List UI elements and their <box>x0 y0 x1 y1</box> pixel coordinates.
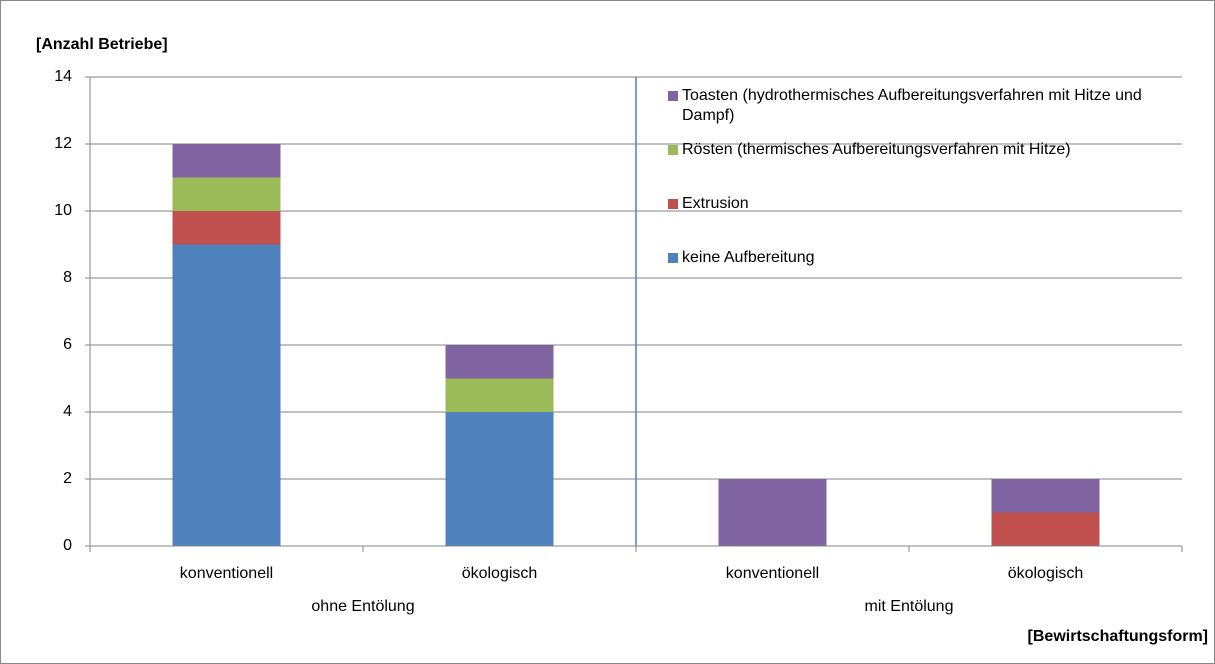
legend-swatch <box>668 145 678 155</box>
legend-label: Rösten (thermisches Aufbereitungsverfahr… <box>682 141 1071 158</box>
legend-swatch <box>668 253 678 263</box>
group-label: ohne Entölung <box>311 598 414 615</box>
x-axis-label: [Bewirtschaftungsform] <box>1028 628 1208 645</box>
bar-segment <box>172 177 281 211</box>
x-tick-label: konventionell <box>180 565 273 582</box>
bar-segment <box>991 479 1100 513</box>
bar-segment <box>445 412 554 546</box>
bar-segment <box>172 211 281 245</box>
bar-segment <box>172 144 281 178</box>
bar-segment <box>718 479 827 546</box>
bar-segment <box>172 244 281 546</box>
y-tick-label: 4 <box>63 403 72 420</box>
y-tick-label: 6 <box>63 336 72 353</box>
x-tick-label: konventionell <box>726 565 819 582</box>
y-tick-label: 12 <box>54 135 72 152</box>
legend-item: Extrusion <box>668 194 1188 234</box>
legend-label: Toasten (hydrothermisches Aufbereitungsv… <box>682 87 1142 124</box>
legend-swatch <box>668 199 678 209</box>
bar-segment <box>991 512 1100 546</box>
legend: Toasten (hydrothermisches Aufbereitungsv… <box>668 86 1188 302</box>
y-tick-label: 14 <box>54 68 72 85</box>
y-axis-label: [Anzahl Betriebe] <box>36 36 168 53</box>
legend-item: Rösten (thermisches Aufbereitungsverfahr… <box>668 140 1188 180</box>
legend-label: keine Aufbereitung <box>682 249 815 266</box>
group-label: mit Entölung <box>865 598 954 615</box>
x-tick-label: ökologisch <box>462 565 538 582</box>
y-tick-label: 0 <box>63 537 72 554</box>
legend-label: Extrusion <box>682 195 749 212</box>
y-tick-label: 10 <box>54 202 72 219</box>
legend-item: Toasten (hydrothermisches Aufbereitungsv… <box>668 86 1188 126</box>
bar-segment <box>445 378 554 412</box>
bar-segment <box>445 345 554 379</box>
legend-item: keine Aufbereitung <box>668 248 1188 288</box>
y-tick-label: 2 <box>63 470 72 487</box>
legend-swatch <box>668 91 678 101</box>
y-tick-label: 8 <box>63 269 72 286</box>
x-tick-label: ökologisch <box>1008 565 1084 582</box>
